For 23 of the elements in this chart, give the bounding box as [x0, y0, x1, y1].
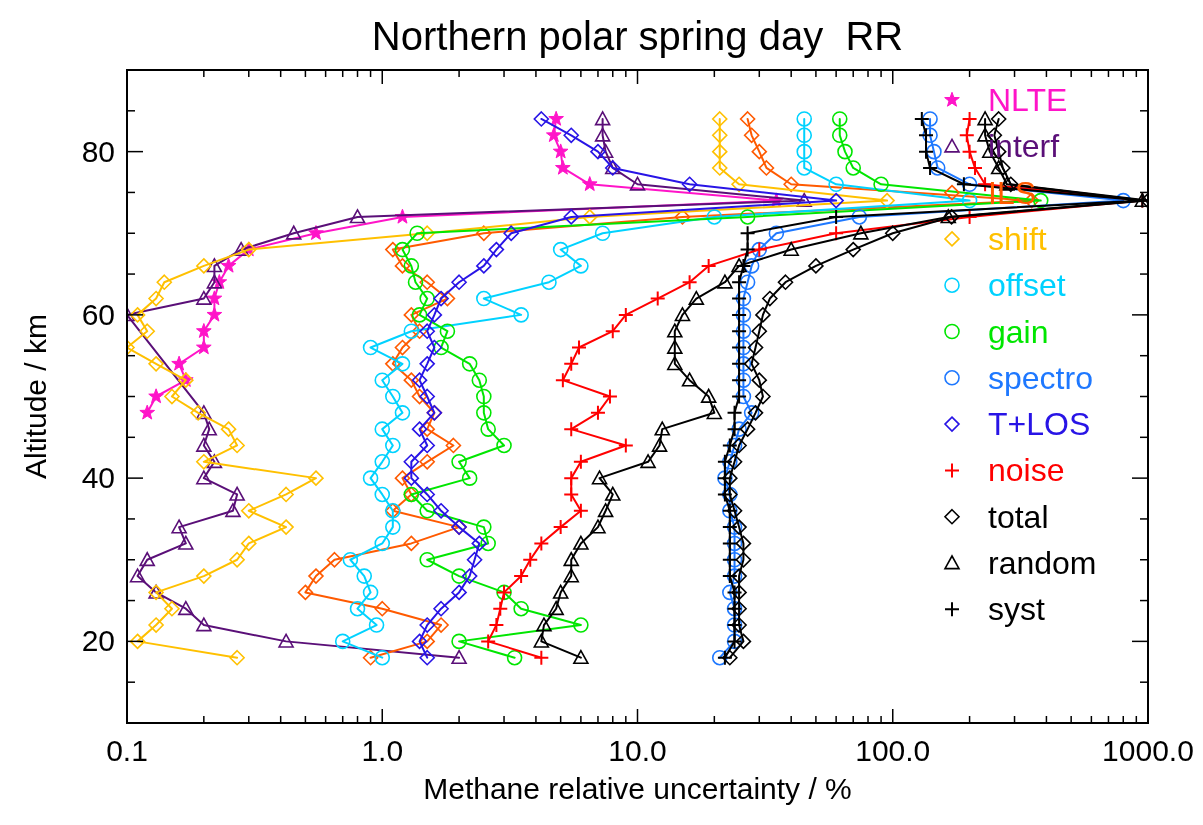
legend-label: ILS	[988, 174, 1037, 211]
chart-title: Northern polar spring day RR	[371, 14, 904, 58]
legend-label: offset	[988, 267, 1066, 304]
y-axis-title: Altitude / km	[19, 313, 52, 480]
x-tick-label: 10.0	[608, 734, 667, 767]
x-tick-label: 1000.0	[1102, 734, 1194, 767]
x-tick-label: 0.1	[106, 734, 148, 767]
x-axis-title: Methane relative uncertainty / %	[423, 772, 852, 805]
x-tick-label: 100.0	[855, 734, 931, 767]
legend-label: noise	[988, 452, 1065, 489]
y-tick-label: 80	[81, 134, 115, 168]
y-tick-label: 20	[81, 624, 115, 658]
legend-label: NLTE	[988, 82, 1068, 118]
legend-label: total	[988, 498, 1049, 535]
x-tick-label: 1.0	[361, 734, 404, 767]
legend-label: T+LOS	[988, 406, 1091, 443]
legend-label: syst	[988, 591, 1045, 628]
y-tick-label: 60	[81, 297, 115, 331]
y-tick-label: 40	[81, 461, 115, 495]
legend-label: spectro	[988, 359, 1093, 396]
legend-label: random	[988, 545, 1097, 581]
legend-label: gain	[988, 313, 1049, 350]
legend-label: shift	[988, 220, 1047, 257]
